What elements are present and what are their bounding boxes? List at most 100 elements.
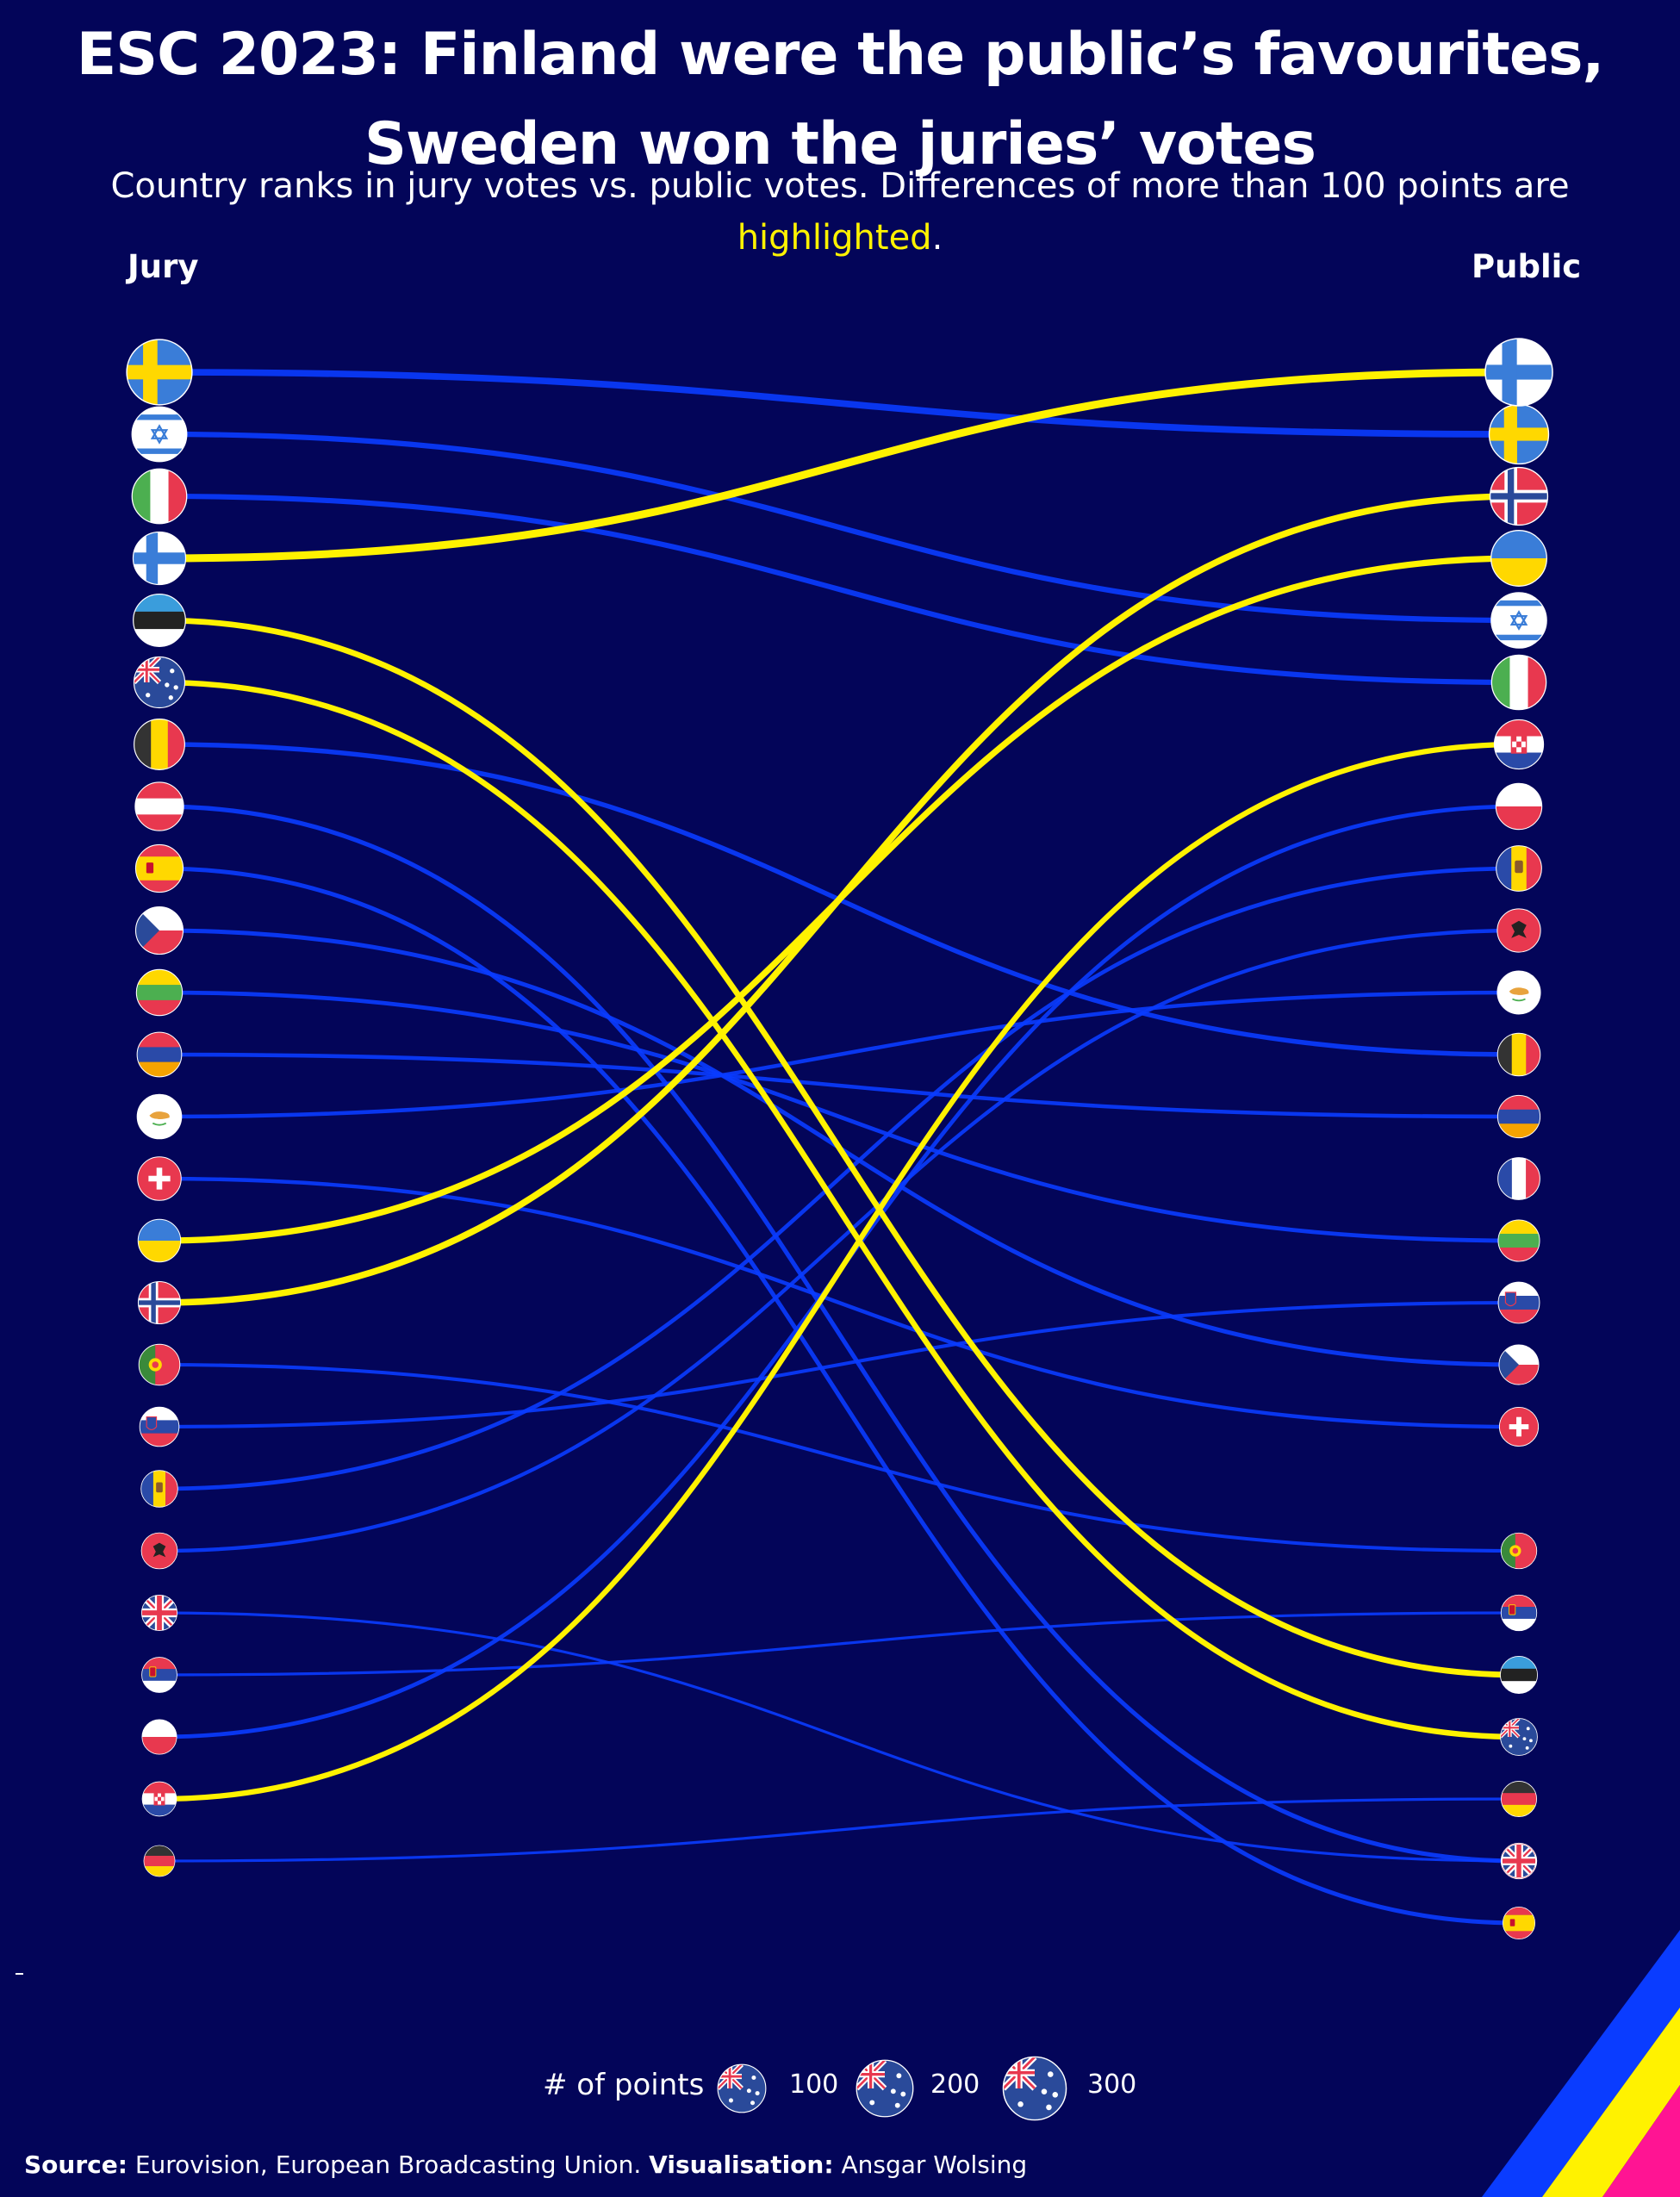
public-belgium-flag-icon (1496, 1032, 1541, 1077)
jury-armenia-flag-icon (136, 1031, 183, 1078)
line-israel (159, 431, 1520, 624)
points-legend: # of points 100 200 300 (0, 2051, 1680, 2137)
public-france-flag-icon (1497, 1157, 1540, 1200)
legend-symbols (717, 2056, 1067, 2121)
jury-israel-flag-icon (131, 406, 188, 463)
stray-dash (16, 1973, 23, 1975)
public-serbia-flag-icon (1500, 1594, 1538, 1632)
public-sweden-flag-icon (1488, 403, 1550, 465)
line-cyprus (159, 990, 1520, 1119)
line-slovenia (159, 1300, 1520, 1429)
public-israel-flag-icon (1490, 592, 1547, 649)
public-armenia-flag-icon (1496, 1094, 1541, 1139)
line-finland (159, 368, 1520, 563)
line-switzerland (159, 1176, 1520, 1429)
line-norway (159, 493, 1520, 1306)
source-label: Source: (24, 2150, 128, 2179)
public-czechia-flag-icon (1498, 1344, 1540, 1385)
visualisation-label: Visualisation: (649, 2150, 834, 2179)
jury-sweden-flag-icon (126, 339, 193, 406)
public-lithuania-flag-icon (1497, 1219, 1540, 1262)
public-portugal-flag-icon (1500, 1532, 1538, 1570)
line-armenia (159, 1052, 1520, 1119)
corner-stripes (1482, 1930, 1680, 2197)
jury-spain-flag-icon (134, 843, 184, 893)
public-flags (1484, 338, 1553, 1940)
jury-poland-flag-icon (141, 1719, 177, 1755)
line-italy (159, 493, 1520, 686)
jury-lithuania-flag-icon (135, 968, 184, 1017)
public-united-kingdom-flag-icon (1502, 1844, 1536, 1878)
jury-flags (126, 339, 193, 1877)
public-slovenia-flag-icon (1497, 1281, 1540, 1324)
legend-value-300: 300 (1087, 2069, 1137, 2100)
title-line-1: ESC 2023: Finland were the public’s favo… (76, 21, 1605, 89)
jury-belgium-flag-icon (134, 719, 185, 770)
legend-value-100: 100 (789, 2069, 839, 2100)
line-sweden (159, 369, 1520, 438)
jury-switzerland-flag-icon (137, 1156, 182, 1201)
legend-200-icon (856, 2059, 914, 2118)
jury-serbia-flag-icon (141, 1657, 177, 1693)
jury-portugal-flag-icon (138, 1343, 181, 1386)
line-estonia (159, 617, 1520, 1678)
public-albania-flag-icon (1496, 908, 1541, 953)
visualisation-text: Ansgar Wolsing (841, 2150, 1028, 2179)
title-line-2: Sweden won the juries’ votes (364, 110, 1316, 178)
line-lithuania (159, 990, 1520, 1243)
jury-united-kingdom-flag-icon (140, 1594, 178, 1632)
source-note: Source: Eurovision, European Broadcastin… (24, 2150, 1027, 2179)
jury-slovenia-flag-icon (139, 1406, 180, 1447)
subtitle-end: . (931, 218, 943, 258)
jury-czechia-flag-icon (134, 906, 184, 955)
jury-cyprus-flag-icon (136, 1093, 183, 1140)
public-norway-flag-icon (1489, 466, 1549, 526)
public-poland-flag-icon (1495, 782, 1543, 831)
public-italy-flag-icon (1490, 654, 1547, 711)
public-cyprus-flag-icon (1496, 970, 1541, 1015)
jury-italy-flag-icon (131, 468, 188, 525)
line-australia (159, 679, 1520, 1740)
chart-subtitle: Country ranks in jury votes vs. public v… (78, 160, 1602, 264)
public-estonia-flag-icon (1500, 1656, 1538, 1694)
public-axis-label: Public (1472, 248, 1582, 285)
line-spain (159, 866, 1520, 1926)
jury-australia-flag-icon (133, 656, 186, 709)
line-germany (159, 1797, 1520, 1863)
jury-axis-label: Jury (128, 248, 199, 285)
public-croatia-flag-icon (1493, 719, 1545, 770)
public-australia-flag-icon (1500, 1718, 1538, 1756)
line-united-kingdom (159, 1611, 1520, 1863)
jury-moldova-flag-icon (140, 1470, 178, 1508)
public-spain-flag-icon (1502, 1906, 1536, 1940)
jury-estonia-flag-icon (133, 594, 186, 647)
subtitle-highlight: highlighted (737, 218, 932, 258)
public-moldova-flag-icon (1496, 845, 1542, 892)
line-portugal (159, 1362, 1520, 1553)
line-albania (159, 928, 1520, 1553)
subtitle-text: Country ranks in jury votes vs. public v… (110, 166, 1570, 206)
jury-norway-flag-icon (137, 1280, 182, 1325)
line-croatia (159, 741, 1520, 1802)
source-text: Eurovision, European Broadcasting Union. (134, 2150, 642, 2179)
legend-title: # of points (543, 2068, 705, 2102)
jury-germany-flag-icon (143, 1845, 176, 1877)
legend-value-200: 200 (930, 2069, 980, 2100)
public-switzerland-flag-icon (1498, 1406, 1540, 1447)
legend-100-icon (717, 2063, 767, 2113)
line-austria (159, 804, 1520, 1864)
connection-lines (159, 368, 1520, 1926)
jury-ukraine-flag-icon (137, 1218, 182, 1263)
jury-albania-flag-icon (140, 1532, 178, 1570)
jury-austria-flag-icon (134, 781, 184, 831)
chart-title: ESC 2023: Finland were the public’s favo… (0, 10, 1680, 190)
public-germany-flag-icon (1500, 1780, 1538, 1818)
jury-croatia-flag-icon (141, 1781, 177, 1817)
public-ukraine-flag-icon (1490, 530, 1547, 587)
legend-300-icon (1002, 2056, 1067, 2121)
line-moldova (159, 866, 1520, 1491)
line-serbia (159, 1611, 1520, 1677)
jury-finland-flag-icon (132, 531, 187, 586)
public-finland-flag-icon (1484, 338, 1553, 407)
